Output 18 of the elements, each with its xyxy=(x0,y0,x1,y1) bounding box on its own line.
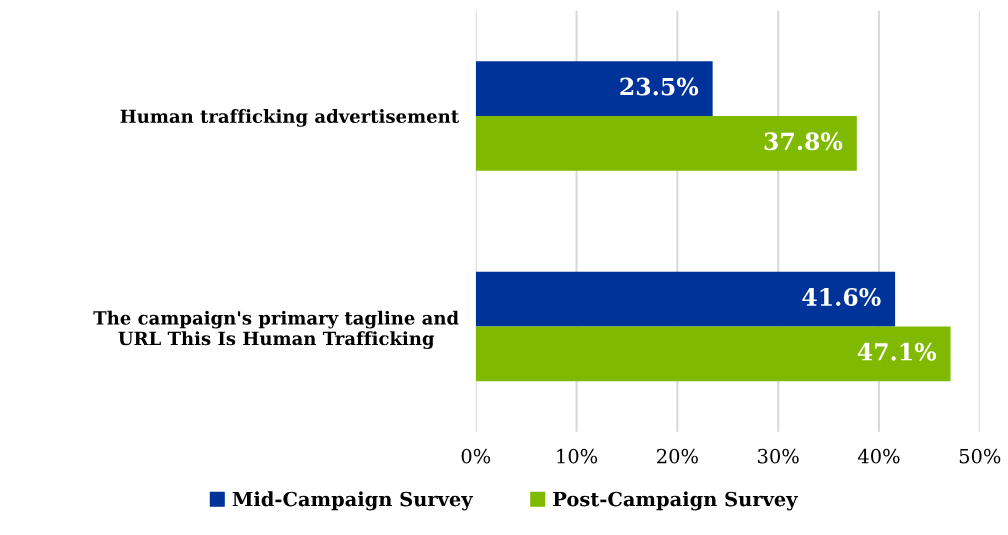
data-label: 47.1% xyxy=(857,342,937,361)
x-tick-label: 20% xyxy=(657,448,698,464)
legend-label: Mid-Campaign Survey xyxy=(232,491,474,511)
data-label: 23.5% xyxy=(620,77,699,96)
bar xyxy=(475,326,951,382)
x-tick-label: 40% xyxy=(857,448,900,464)
bar xyxy=(475,115,857,171)
y-tick-label: The campaign's primary tagline and URL This Is Human Trafficking xyxy=(93,310,459,349)
bar xyxy=(475,61,713,116)
y-tick-label: Human trafficking advertisement xyxy=(120,109,460,127)
legend-label: Post-Campaign Survey xyxy=(553,491,798,511)
x-tick-label: 0% xyxy=(461,448,491,464)
x-tick-label: 10% xyxy=(557,448,598,464)
x-tick-label: 50% xyxy=(959,448,1001,464)
data-label: 41.6% xyxy=(802,288,881,306)
bar xyxy=(475,271,896,327)
data-label: 37.8% xyxy=(764,132,843,151)
x-tick-label: 30% xyxy=(758,448,799,464)
